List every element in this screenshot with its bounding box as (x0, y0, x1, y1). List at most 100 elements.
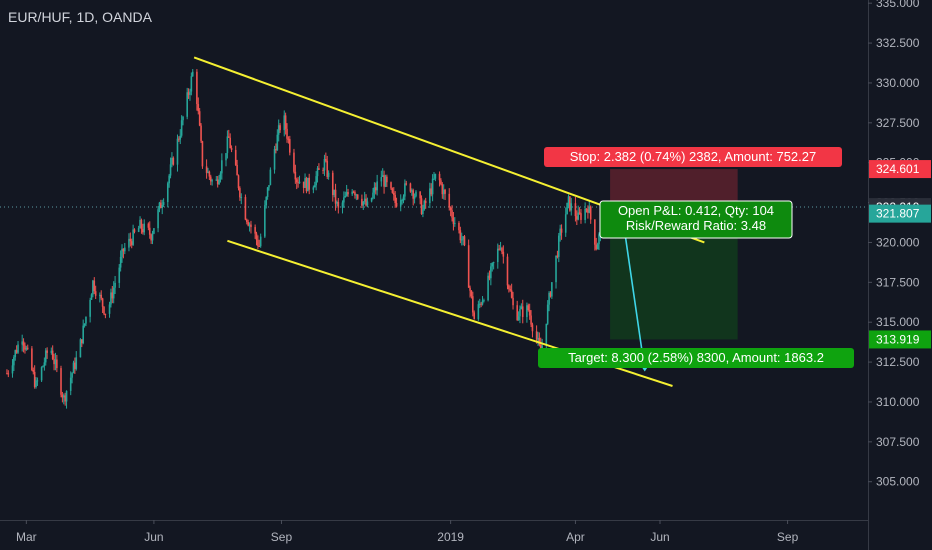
candle-body (162, 202, 165, 206)
candle-body (462, 236, 464, 240)
candle-body (81, 339, 83, 344)
candle-body (372, 192, 374, 199)
candle-body (588, 206, 591, 213)
x-tick-label: Jun (650, 530, 669, 544)
candle-body (487, 275, 489, 301)
candle-body (355, 194, 358, 196)
candle-body (472, 296, 474, 313)
candle-body (111, 292, 114, 299)
price-label-text: 321.807 (876, 207, 920, 221)
candle-body (463, 236, 466, 246)
candle-body (137, 228, 140, 232)
candle-body (430, 188, 433, 195)
candle-body (50, 350, 53, 353)
candle-body (347, 192, 349, 195)
candle-body (458, 222, 460, 231)
candle-body (530, 315, 532, 325)
target-label-text: Target: 8.300 (2.58%) 8300, Amount: 1863… (568, 350, 824, 365)
y-tick-label: 332.500 (876, 36, 920, 50)
candle-body (498, 248, 500, 250)
candle-body (519, 308, 521, 317)
candle-body (420, 198, 423, 215)
candle-body (240, 197, 243, 199)
candle-body (43, 362, 46, 366)
price-label-bg (869, 204, 931, 223)
candle-body (412, 190, 415, 199)
candle-body (370, 198, 373, 202)
candle-body (93, 280, 96, 292)
candle-body (198, 111, 201, 126)
candle-body (237, 175, 240, 189)
candle-body (218, 179, 220, 185)
candle-body (211, 180, 213, 182)
candle-body (395, 202, 398, 207)
candle-body (207, 171, 209, 173)
candle-body (422, 209, 424, 215)
candle-body (276, 134, 279, 151)
candle-body (316, 168, 319, 177)
candle-body (501, 248, 503, 252)
candle-body (308, 177, 311, 190)
candle-body (31, 348, 33, 371)
candle-body (221, 160, 223, 174)
candle-body (293, 152, 295, 172)
candle-body (502, 251, 505, 257)
candle-body (383, 175, 385, 187)
candle-body (516, 305, 518, 321)
candle-body (589, 206, 592, 220)
candle-body (442, 189, 445, 195)
stop-label-text: Stop: 2.382 (0.74%) 2382, Amount: 752.27 (570, 149, 816, 164)
candle-body (40, 367, 43, 381)
candle-body (483, 300, 485, 302)
y-tick-label: 335.000 (876, 0, 920, 10)
candle-body (411, 190, 413, 192)
candle-body (197, 104, 200, 112)
candle-body (42, 365, 44, 368)
candle-body (229, 137, 231, 149)
candle-body (208, 171, 211, 177)
candle-body (247, 222, 249, 226)
candle-body (433, 178, 435, 180)
candle-body (333, 189, 335, 196)
candle-body (404, 183, 406, 197)
annotation-labels: Stop: 2.382 (0.74%) 2382, Amount: 752.27… (538, 147, 854, 368)
candle-body (492, 262, 495, 264)
candle-body (510, 290, 513, 298)
candle-body (318, 168, 320, 170)
candle-body (574, 203, 577, 217)
candle-body (429, 188, 431, 204)
candle-body (179, 135, 182, 140)
candle-body (171, 157, 173, 165)
candle-body (216, 179, 219, 185)
y-tick-label: 317.500 (876, 275, 920, 289)
candle-body (392, 192, 395, 195)
candle-body (130, 241, 133, 245)
candle-body (277, 125, 280, 135)
candle-body (334, 189, 337, 204)
candle-body (101, 298, 104, 307)
candle-body (236, 164, 238, 176)
candle-body (160, 202, 162, 209)
candle-body (122, 248, 125, 252)
candle-body (560, 228, 563, 233)
candle-body (477, 304, 480, 320)
candle-body (288, 139, 291, 153)
candle-body (13, 357, 15, 366)
candle-body (150, 234, 152, 241)
candle-body (287, 138, 290, 140)
candle-body (168, 175, 170, 184)
candle-body (143, 223, 146, 233)
candle-body (79, 339, 82, 358)
y-tick-label: 315.000 (876, 315, 920, 329)
candle-body (490, 266, 492, 279)
candle-body (343, 197, 345, 203)
candle-body (226, 136, 229, 154)
candle-body (517, 316, 520, 321)
candle-body (304, 178, 306, 188)
candle-body (598, 234, 600, 245)
candle-body (469, 287, 471, 291)
candle-body (21, 341, 23, 345)
candle-body (344, 195, 347, 198)
